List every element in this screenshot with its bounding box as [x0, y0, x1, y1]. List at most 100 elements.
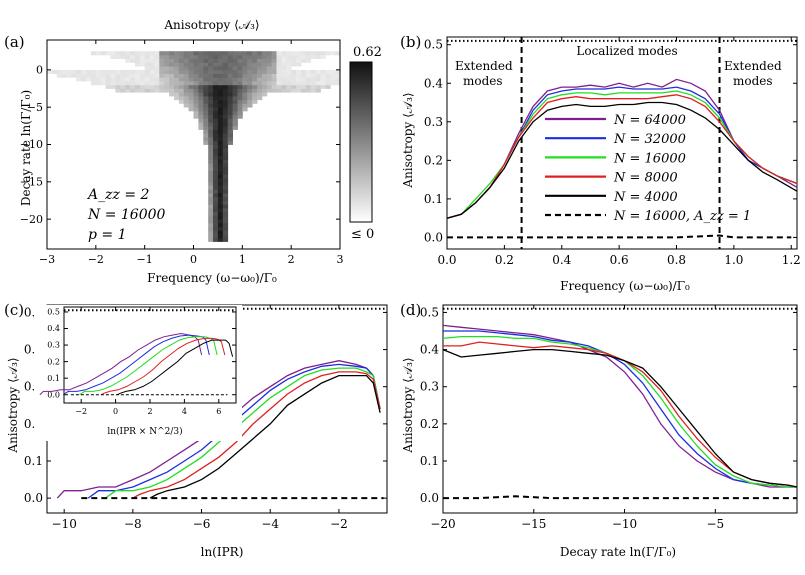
heatmap-cell	[310, 69, 316, 74]
heatmap-cell	[291, 62, 297, 67]
heatmap-cell	[105, 77, 111, 82]
heatmap-cell	[159, 54, 165, 59]
heatmap-cell	[61, 73, 67, 78]
heatmap-cell	[242, 62, 248, 67]
inset-xlabel: ln(IPR × N^2/3)	[107, 426, 182, 437]
heatmap-cell	[178, 51, 185, 56]
heatmap-cell	[330, 81, 336, 86]
heatmap-cell	[232, 81, 238, 86]
heatmap-cell	[325, 69, 331, 74]
x-tick-label: 0.0	[437, 253, 456, 267]
heatmap-cell	[208, 73, 214, 78]
heatmap-cell	[320, 81, 326, 86]
heatmap-cell	[213, 69, 219, 74]
panel-d: (d) Decay rate ln(Γ/Γ₀) Anisotropy ⟨𝒜₃⟩ …	[400, 301, 798, 559]
heatmap-cell	[134, 77, 141, 82]
heatmap-cell	[242, 77, 248, 82]
heatmap-cell	[159, 73, 165, 78]
heatmap-cell	[203, 73, 209, 78]
heatmap-cell	[125, 84, 131, 89]
heatmap-cell	[110, 81, 116, 86]
heatmap-cell	[159, 62, 165, 67]
heatmap-cell	[296, 81, 302, 86]
heatmap-cell	[100, 77, 106, 82]
heatmap-cell	[183, 96, 189, 101]
heatmap-cell	[281, 73, 287, 78]
heatmap-cell	[271, 77, 277, 82]
heatmap-cell	[164, 66, 170, 71]
heatmap-cell	[232, 114, 238, 119]
heatmap-cell	[242, 81, 248, 86]
heatmap-cell	[213, 137, 219, 142]
panel-d-axes: −20 −15 −10 −5 0.0 0.1 0.2 0.3 0.4 0.5	[420, 304, 798, 531]
heatmap-cell	[213, 230, 219, 235]
heatmap-cell	[213, 178, 219, 183]
heatmap-cell	[232, 88, 238, 93]
heatmap-cell	[222, 110, 229, 115]
heatmap-cell	[100, 69, 106, 74]
heatmap-cell	[217, 92, 224, 97]
heatmap-cell	[315, 81, 321, 86]
heatmap-cell	[203, 96, 209, 101]
heatmap-cell	[222, 137, 229, 142]
heatmap-cell	[198, 81, 204, 86]
heatmap-cell	[193, 66, 199, 71]
heatmap-cell	[183, 88, 189, 93]
heatmap-cell	[271, 73, 277, 78]
heatmap-cell	[320, 73, 326, 78]
heatmap-cell	[188, 62, 194, 67]
heatmap-cell	[213, 207, 219, 212]
heatmap-cell	[208, 140, 214, 145]
heatmap-cell	[203, 133, 209, 138]
heatmap-cell	[144, 62, 150, 67]
heatmap-cell	[178, 77, 185, 82]
legend-label: N = 64000	[613, 113, 686, 128]
heatmap-cell	[120, 69, 126, 74]
heatmap-cell	[169, 66, 175, 71]
heatmap-cell	[257, 92, 263, 97]
region-right-line1: Extended	[724, 59, 782, 73]
heatmap-cell	[261, 54, 268, 59]
heatmap-cell	[203, 66, 209, 71]
heatmap-cell	[217, 103, 224, 108]
heatmap-cell	[310, 73, 316, 78]
heatmap-cell	[217, 73, 224, 78]
series-line	[446, 101, 798, 219]
heatmap-cell	[315, 84, 321, 89]
heatmap-cell	[242, 58, 248, 63]
series-line	[447, 234, 792, 239]
heatmap-cell	[305, 54, 312, 59]
heatmap-cell	[208, 237, 214, 242]
plot-frame	[442, 304, 798, 514]
heatmap-cell	[320, 77, 326, 82]
heatmap-cell	[222, 133, 229, 138]
heatmap-cell	[95, 81, 102, 86]
heatmap-cell	[237, 58, 243, 63]
heatmap-cell	[208, 92, 214, 97]
heatmap-cell	[242, 84, 248, 89]
heatmap-cell	[139, 84, 146, 89]
heatmap-cell	[315, 54, 321, 59]
heatmap-cell	[125, 54, 131, 59]
heatmap-cell	[193, 84, 199, 89]
heatmap-cell	[222, 122, 229, 127]
heatmap-cell	[222, 103, 229, 108]
x-tick-label: 0.8	[667, 253, 686, 267]
y-tick-label: 0.5	[47, 308, 60, 317]
heatmap-cell	[213, 81, 219, 86]
heatmap-cell	[213, 222, 219, 227]
heatmap-cell	[174, 58, 180, 63]
heatmap-cell	[120, 81, 126, 86]
heatmap-cell	[217, 81, 224, 86]
heatmap-cell	[203, 88, 209, 93]
heatmap-cell	[227, 140, 233, 145]
heatmap-cell	[232, 92, 238, 97]
heatmap-cell	[198, 92, 204, 97]
panel-c-inset: −2 0 2 4 6 0.0 0.1 0.2 0.3 0.4 0.5	[34, 305, 242, 441]
heatmap-cell	[198, 118, 204, 123]
heatmap-cell	[198, 125, 204, 130]
heatmap-cell	[198, 62, 204, 67]
heatmap-cell	[208, 107, 214, 112]
heatmap-cell	[217, 99, 224, 104]
heatmap-cell	[213, 215, 219, 220]
